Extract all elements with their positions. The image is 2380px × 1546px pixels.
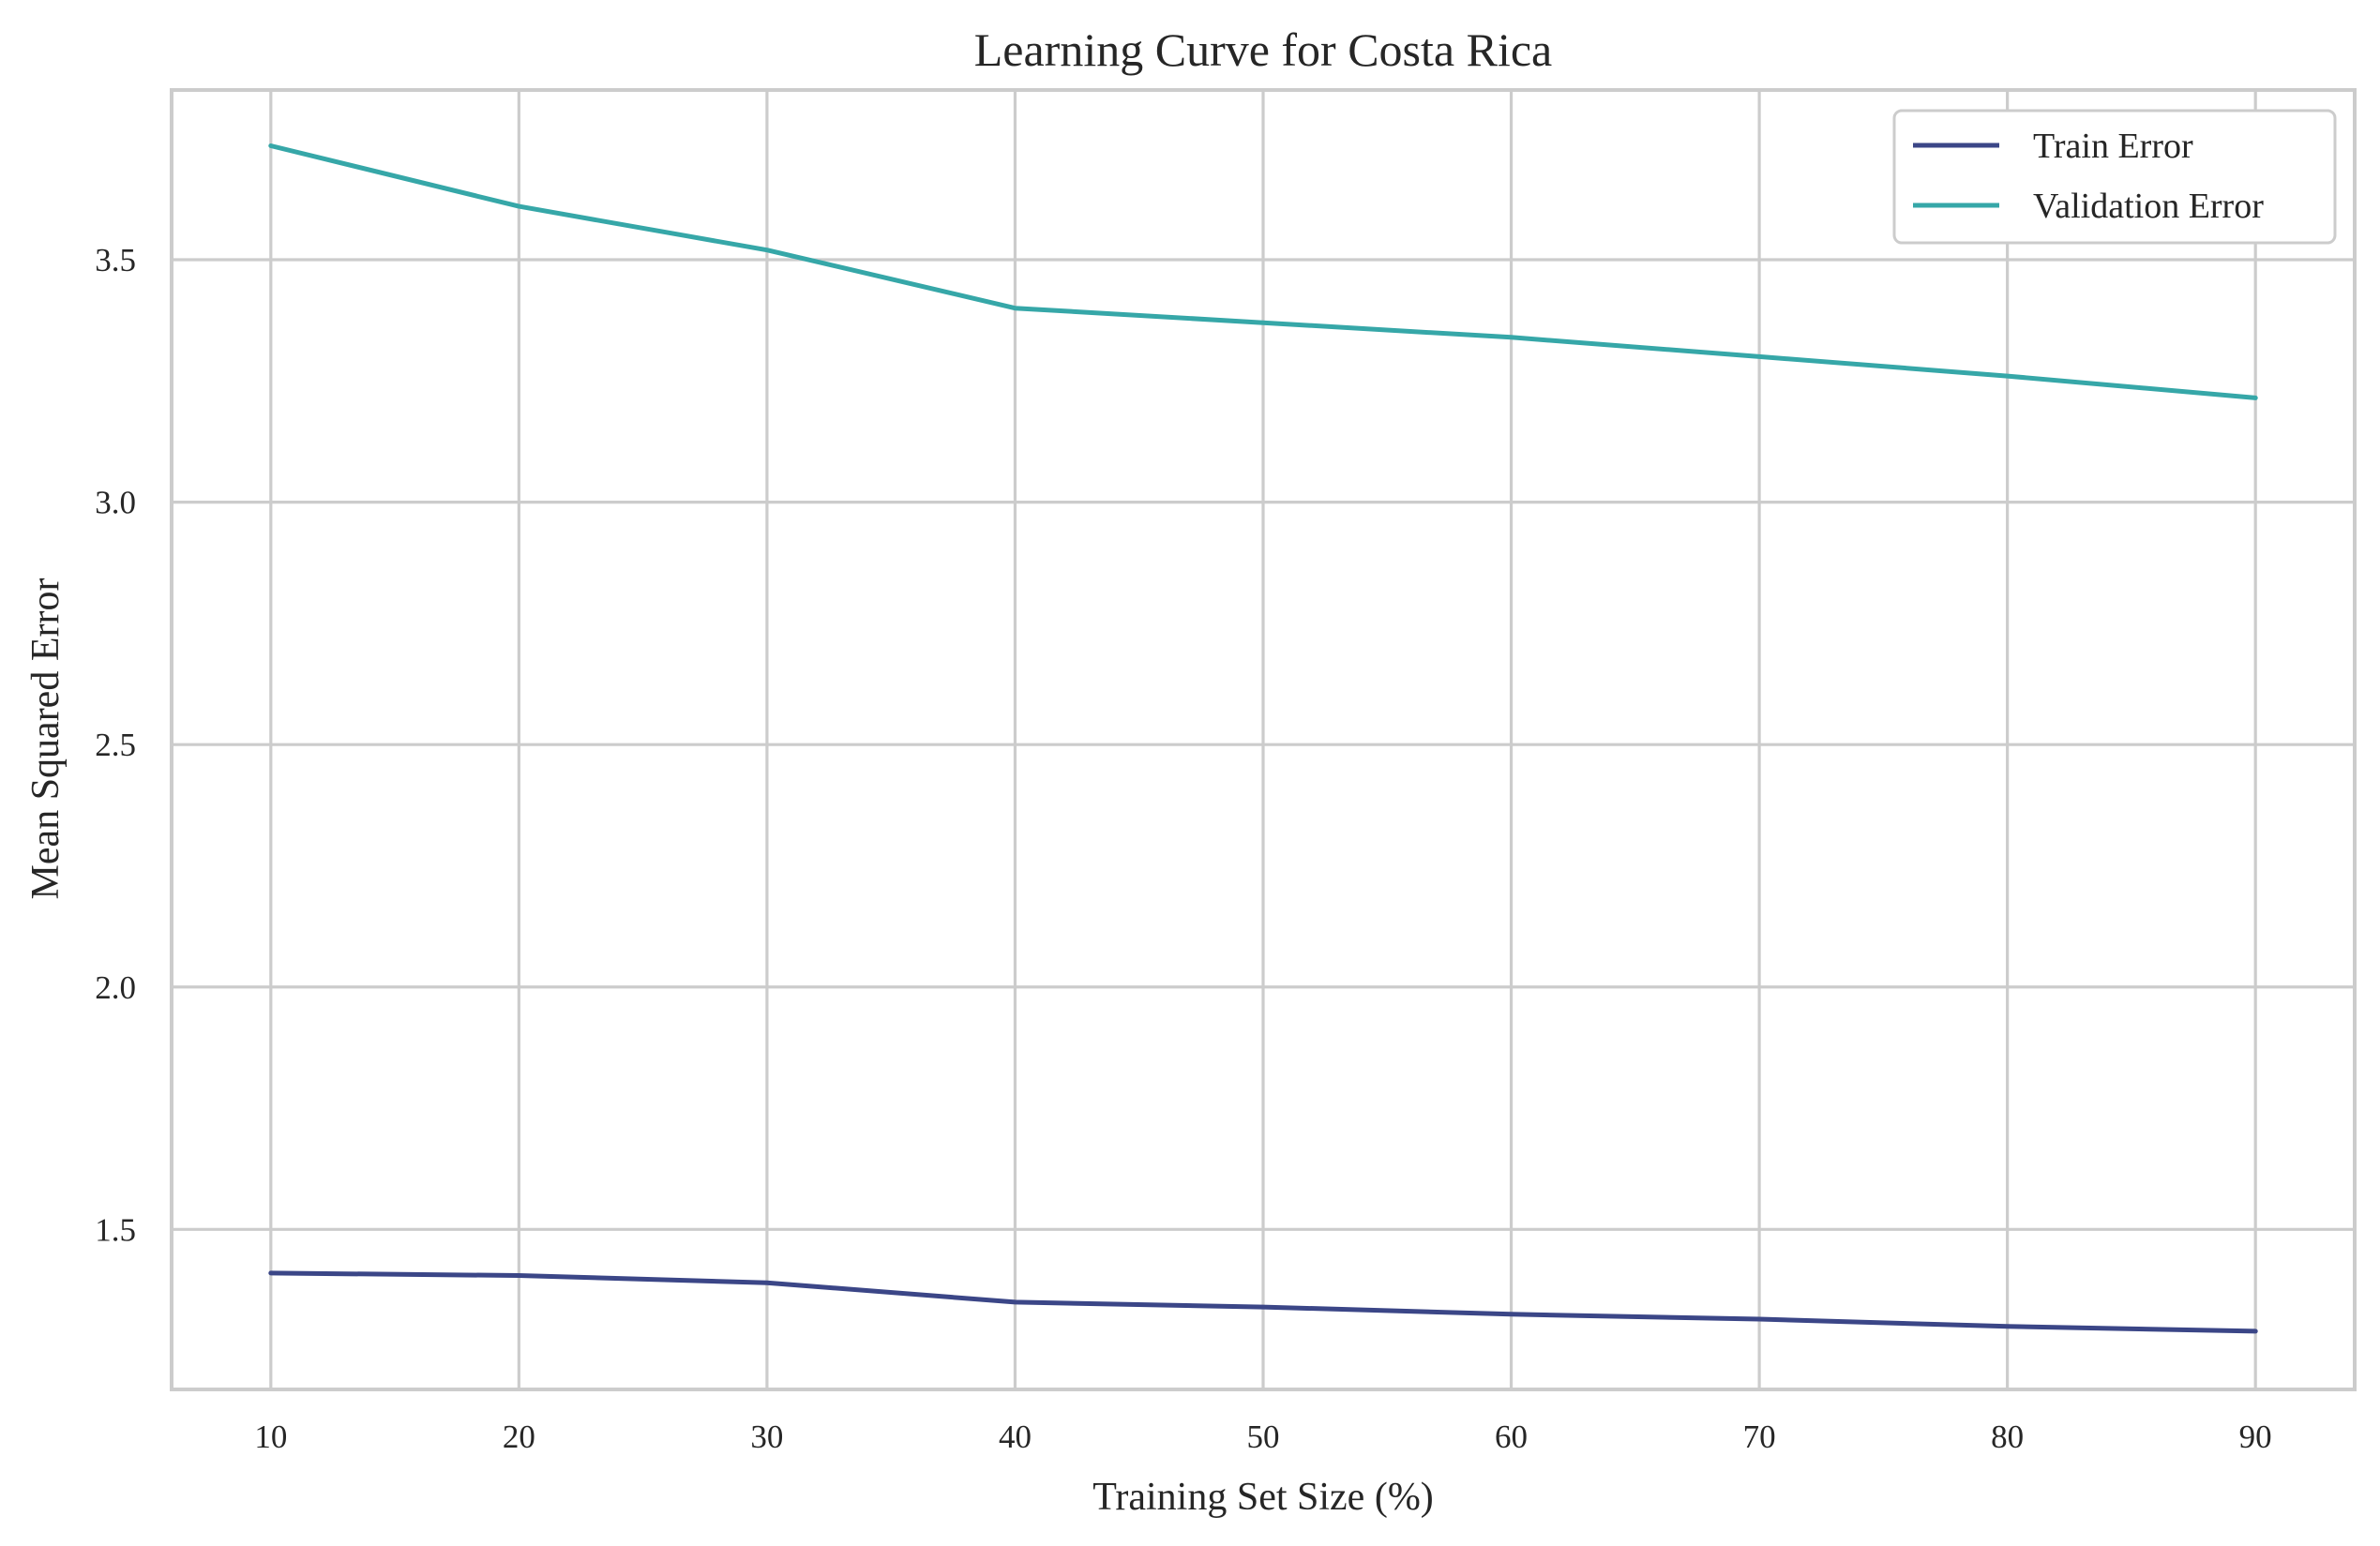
y-axis-label: Mean Squared Error bbox=[24, 578, 68, 900]
y-tick-label: 3.5 bbox=[95, 242, 136, 278]
y-tick-label: 2.0 bbox=[95, 969, 136, 1006]
x-tick-label: 60 bbox=[1495, 1418, 1528, 1455]
x-tick-label: 80 bbox=[1991, 1418, 2024, 1455]
x-tick-label: 70 bbox=[1743, 1418, 1776, 1455]
x-tick-label: 30 bbox=[750, 1418, 783, 1455]
tick-labels: 10 20 30 40 50 60 70 80 90 1.5 2.0 2.5 3.0 3.5 bbox=[95, 242, 2271, 1455]
series-line-validation-error bbox=[268, 143, 2258, 400]
legend: Train Error Validation Error bbox=[1892, 109, 2337, 245]
y-tick-label: 2.5 bbox=[95, 727, 136, 763]
x-tick-label: 20 bbox=[503, 1418, 535, 1455]
series-line-train-error bbox=[268, 1270, 2258, 1334]
x-axis-label: Training Set Size (%) bbox=[1092, 1476, 1434, 1519]
y-tick-label: 3.0 bbox=[95, 485, 136, 521]
x-tick-label: 90 bbox=[2239, 1418, 2272, 1455]
y-tick-label: 1.5 bbox=[95, 1211, 136, 1248]
x-tick-label: 50 bbox=[1247, 1418, 1280, 1455]
series-lines bbox=[268, 143, 2258, 1334]
legend-label: Validation Error bbox=[2033, 187, 2264, 226]
legend-box bbox=[1892, 109, 2337, 245]
grid-lines bbox=[172, 90, 2355, 1389]
legend-label: Train Error bbox=[2033, 127, 2193, 166]
plot-area-frame bbox=[170, 88, 2357, 1391]
x-tick-label: 40 bbox=[999, 1418, 1032, 1455]
chart-title: Learning Curve for Costa Rica bbox=[974, 23, 1552, 76]
x-tick-label: 10 bbox=[254, 1418, 287, 1455]
